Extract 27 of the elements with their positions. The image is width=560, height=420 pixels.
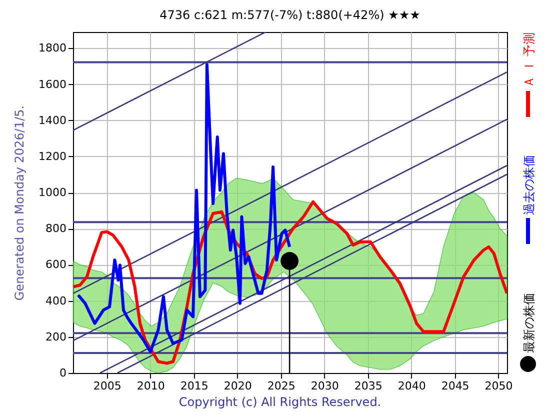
y-tick-label: 1200: [38, 150, 66, 163]
x-tick-label: 2040: [398, 380, 426, 392]
y-axis-title: Generated on Monday 2026/1/5.: [12, 105, 27, 301]
x-tick-label: 2030: [310, 380, 339, 392]
x-tick-label: 2015: [180, 380, 208, 392]
y-tick-label: 0: [60, 366, 66, 380]
y-tick-label: 400: [46, 294, 66, 308]
y-tick-label: 1400: [38, 114, 66, 127]
x-tick-label: 2050: [484, 380, 513, 392]
x-tick-label: 2005: [93, 380, 122, 392]
y-tick-label: 1000: [38, 186, 66, 200]
text: 過去の株価: [522, 155, 536, 215]
chart-title: 4736 c:621 m:577(-7%) t:880(+42%) ★★★: [160, 8, 420, 22]
y-tick-label: 600: [46, 258, 66, 272]
line-series: [76, 62, 292, 354]
x-tick-label: 2025: [267, 380, 296, 392]
x-tick-label: 2035: [354, 380, 382, 392]
y-tick-label: 1800: [38, 42, 66, 55]
text: Ａ Ｉ 予測: [522, 32, 536, 88]
y-tick-label: 200: [46, 330, 66, 344]
text: 最新の株価: [522, 293, 536, 353]
x-tick-label: 2010: [136, 380, 165, 392]
x-tick-label: 2045: [441, 380, 470, 392]
y-tick-label: 800: [46, 222, 66, 236]
y-tick-label: 1600: [38, 78, 66, 91]
x-tick-label: 2020: [224, 380, 252, 392]
text: Copyright (c) All Rights Reserved.: [178, 395, 382, 409]
